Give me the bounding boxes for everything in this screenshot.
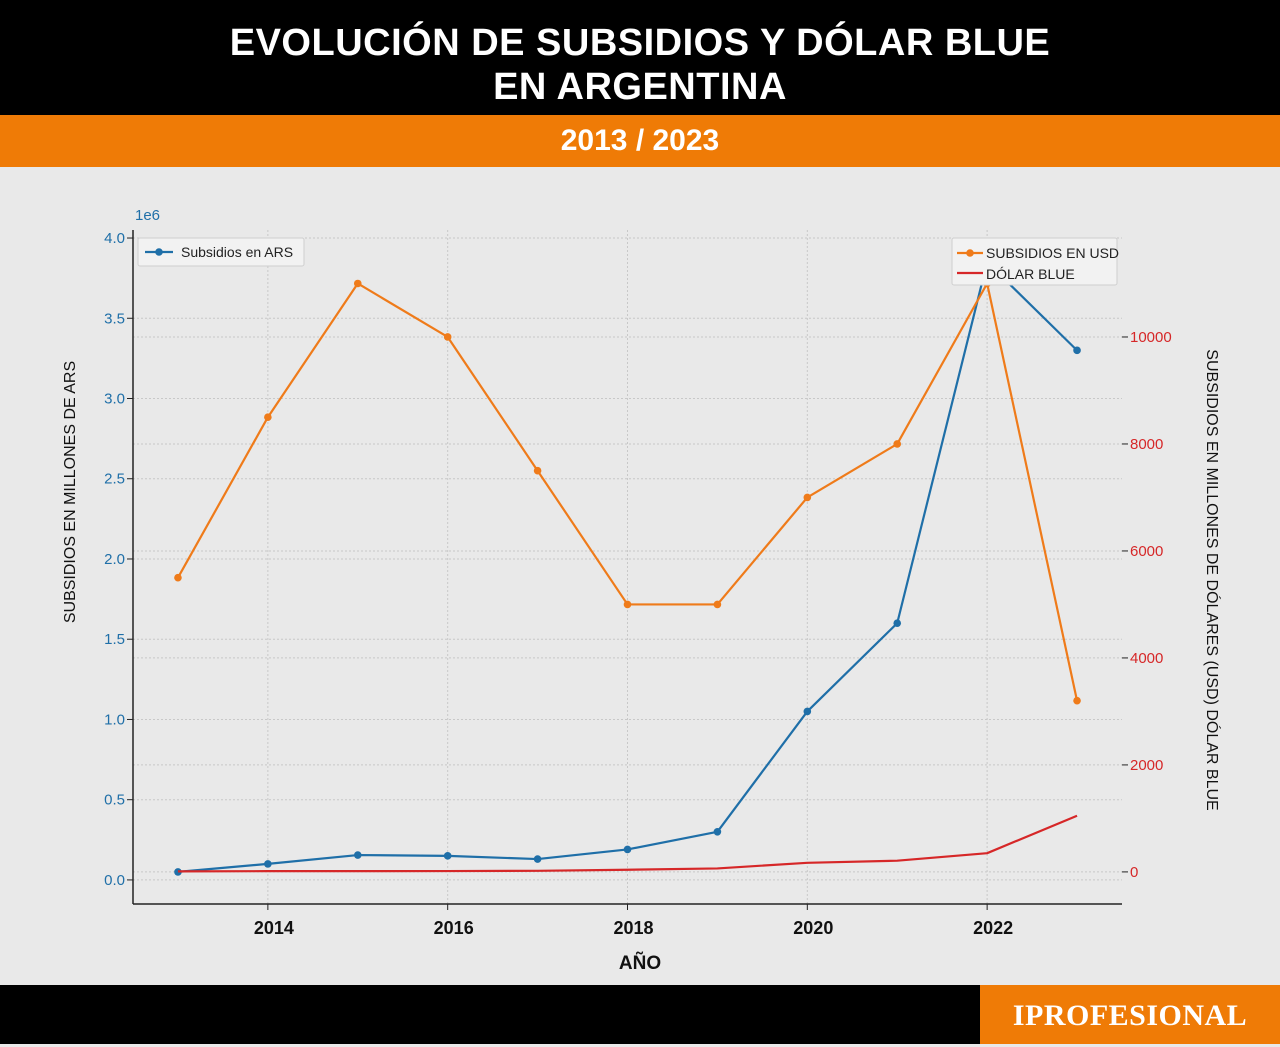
data-point xyxy=(713,827,722,836)
data-point xyxy=(353,279,362,288)
legend-entry: DÓLAR BLUE xyxy=(986,266,1075,282)
data-point xyxy=(713,600,722,609)
data-point xyxy=(803,493,812,502)
data-point xyxy=(174,573,182,582)
left-scale-label: 1e6 xyxy=(135,207,160,224)
data-point xyxy=(443,333,452,341)
legend-right-box xyxy=(951,237,1118,286)
subtitle-bar: 2013 / 2023 xyxy=(0,115,1280,167)
left-axis-label: SUBSIDIOS EN MILLONES DE ARS xyxy=(62,361,79,623)
right-tick-label: 8000 xyxy=(1130,436,1163,453)
legend-left-box xyxy=(137,237,305,267)
data-point xyxy=(264,860,272,868)
x-tick-label: 2020 xyxy=(793,918,833,938)
left-tick-label: 4.0 xyxy=(104,230,125,247)
brand-logo: IPROFESIONAL xyxy=(980,985,1280,1044)
data-point xyxy=(1073,696,1081,705)
legend-swatch-marker xyxy=(155,248,163,256)
data-point xyxy=(264,413,272,422)
right-tick-label: 10000 xyxy=(1130,329,1172,346)
left-tick-label: 0.5 xyxy=(104,792,125,809)
subtitle: 2013 / 2023 xyxy=(560,124,720,157)
left-tick-label: 3.0 xyxy=(104,391,125,408)
data-point xyxy=(1073,346,1081,355)
x-tick-label: 2016 xyxy=(434,918,474,938)
data-point xyxy=(174,868,182,876)
left-tick-label: 2.0 xyxy=(104,551,125,568)
right-tick-label: 2000 xyxy=(1130,757,1163,774)
legend-entry: Subsidios en ARS xyxy=(181,244,293,260)
data-point xyxy=(893,440,902,448)
right-tick-label: 6000 xyxy=(1130,543,1163,560)
data-point xyxy=(803,707,812,716)
right-axis-label: SUBSIDIOS EN MILLONES DE DÓLARES (USD) D… xyxy=(1203,349,1222,810)
left-tick-label: 2.5 xyxy=(104,471,125,488)
footer: IPROFESIONAL xyxy=(0,985,1280,1044)
title-line-1: EVOLUCIÓN DE SUBSIDIOS Y DÓLAR BLUE xyxy=(229,22,1051,64)
left-tick-label: 1.0 xyxy=(104,711,125,728)
right-tick-label: 4000 xyxy=(1130,650,1163,667)
header: EVOLUCIÓN DE SUBSIDIOS Y DÓLAR BLUE EN A… xyxy=(0,0,1280,115)
data-point xyxy=(353,851,362,859)
title-line-2: EN ARGENTINA xyxy=(493,66,787,108)
series-line-dolar-blue xyxy=(177,814,1078,873)
data-point xyxy=(623,845,632,854)
left-tick-label: 1.5 xyxy=(104,631,125,648)
x-tick-label: 2014 xyxy=(254,918,294,938)
left-tick-label: 0.0 xyxy=(104,872,125,889)
data-point xyxy=(893,619,902,627)
data-point xyxy=(443,852,452,860)
x-tick-label: 2018 xyxy=(613,918,653,938)
data-point xyxy=(533,855,542,863)
right-tick-label: 0 xyxy=(1130,864,1138,881)
x-tick-label: 2022 xyxy=(973,918,1013,938)
data-point xyxy=(533,466,542,475)
legend-entry: SUBSIDIOS EN USD xyxy=(986,245,1119,261)
legend-swatch-marker xyxy=(966,249,974,257)
x-axis-label: AÑO xyxy=(619,952,661,974)
left-tick-label: 3.5 xyxy=(104,310,125,327)
chart-area: 0.0 0.5 1.0 1.5 2.0 2.5 3.0 3.5 4.0 1e6 0 2000 4000 6… xyxy=(0,167,1280,985)
data-point xyxy=(623,600,632,609)
line-chart: 0.0 0.5 1.0 1.5 2.0 2.5 3.0 3.5 4.0 1e6 0 2000 4000 6… xyxy=(62,207,1222,974)
